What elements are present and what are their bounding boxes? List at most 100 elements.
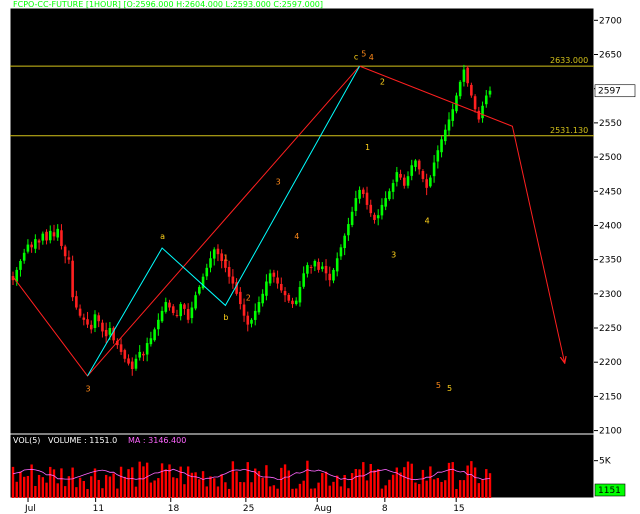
volume-bar	[485, 469, 488, 498]
volume-bar	[49, 466, 52, 498]
volume-bar	[190, 472, 194, 498]
candle-body	[380, 204, 384, 216]
price-tick-label: 2150	[599, 392, 622, 402]
volume-bar	[429, 466, 432, 498]
wave-label: 1	[223, 253, 228, 262]
date-tick-label: 18	[168, 504, 180, 514]
candle-body	[71, 260, 74, 298]
volume-bar	[347, 488, 350, 498]
candle-body	[145, 343, 149, 355]
price-tick-label: 2500	[599, 153, 622, 163]
candle-body	[160, 310, 164, 322]
price-axis: 2100 2150 2200 2250 2300 2350 2400 2450 2500 2550…	[594, 16, 636, 437]
candle-body	[376, 215, 380, 219]
volume-bar	[324, 471, 328, 498]
volume-bar	[295, 488, 298, 498]
volume-bar	[56, 483, 59, 498]
date-tick-label: 25	[243, 504, 254, 514]
candle-body	[361, 189, 365, 194]
volume-bar	[447, 462, 451, 498]
volume-bar	[432, 479, 436, 498]
volume-bar	[138, 461, 141, 498]
volume-bar	[86, 489, 89, 498]
volume-bar	[183, 484, 186, 498]
volume-bar	[123, 476, 126, 498]
candle-body	[45, 231, 48, 241]
candle-body	[127, 358, 130, 364]
volume-bar	[75, 487, 78, 498]
candle-body	[97, 315, 101, 322]
candle-body	[101, 322, 104, 332]
candle-body	[175, 315, 179, 317]
candle-body	[134, 358, 138, 369]
volume-bar	[149, 482, 153, 498]
last-price-text: 2597	[598, 87, 621, 97]
candle-body	[317, 261, 320, 270]
volume-bar	[257, 471, 261, 498]
candle-body	[119, 344, 123, 352]
candle-body	[30, 244, 33, 248]
volume-bar	[41, 477, 45, 498]
candle-body	[332, 269, 335, 281]
volume-bar	[473, 467, 477, 498]
candle-body	[339, 247, 343, 257]
volume-bar	[298, 483, 302, 498]
candle-body	[257, 302, 261, 313]
volume-bar	[142, 466, 145, 498]
volume-bar	[350, 473, 354, 498]
candle-body	[201, 276, 205, 289]
volume-bar	[332, 481, 335, 498]
candle-body	[302, 273, 305, 287]
volume-bar	[306, 460, 309, 498]
wave-label: 5	[436, 381, 441, 390]
price-panel-background	[10, 8, 594, 434]
candle-body	[280, 283, 283, 291]
candle-body	[19, 261, 22, 270]
candle-body	[86, 319, 89, 325]
candle-body	[227, 267, 231, 277]
candle-body	[335, 258, 339, 272]
wave-label: 3	[86, 385, 91, 394]
volume-bar	[93, 468, 97, 498]
candle-body	[112, 327, 115, 341]
candle-body	[138, 351, 142, 358]
candle-body	[34, 239, 37, 249]
candle-body	[402, 177, 406, 186]
volume-bar	[34, 486, 37, 498]
volume-bar	[201, 471, 205, 498]
price-tick-label: 2200	[599, 358, 622, 368]
volume-bar	[339, 486, 343, 498]
volume-bar	[131, 467, 134, 498]
candle-body	[108, 328, 112, 335]
volume-bar	[101, 488, 104, 498]
volume-bar	[108, 476, 112, 498]
candle-body	[306, 265, 309, 274]
date-axis: Jul 11 18 25 Aug 8 15	[24, 498, 465, 514]
volume-bar	[477, 483, 481, 498]
candle-body	[391, 183, 395, 192]
candle-body	[93, 314, 97, 328]
price-tick-label: 2550	[599, 119, 622, 129]
volume-bar	[317, 482, 320, 498]
volume-bar	[37, 474, 41, 498]
candle-body	[395, 172, 399, 182]
candle-body	[235, 282, 238, 294]
candle-body	[272, 272, 276, 277]
candle-body	[369, 204, 373, 214]
volume-bar	[235, 471, 238, 498]
candle-body	[15, 269, 19, 282]
volume-bar	[380, 488, 384, 498]
date-tick-label: 15	[453, 504, 464, 514]
volume-bar	[209, 476, 212, 498]
candle-body	[268, 273, 272, 284]
volume-bar	[388, 479, 391, 498]
candle-body	[425, 179, 428, 188]
price-tick-label: 2450	[599, 187, 622, 197]
volume-bar	[224, 482, 227, 498]
candle-body	[384, 198, 387, 207]
candle-body	[347, 224, 350, 236]
volume-axis: 5K 1151	[594, 457, 626, 497]
candle-body	[373, 214, 376, 220]
candle-body	[231, 276, 235, 284]
volume-bar	[153, 480, 156, 498]
